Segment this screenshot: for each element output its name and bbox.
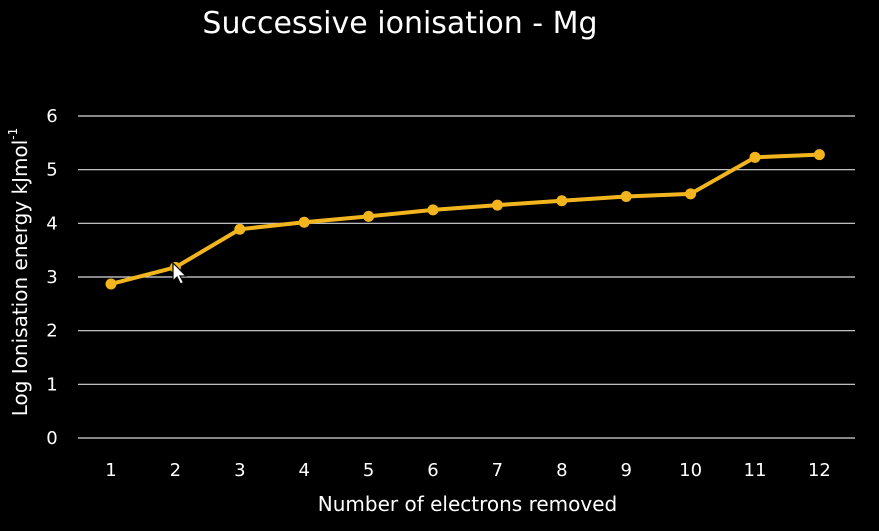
data-point — [491, 199, 503, 211]
data-point — [363, 210, 375, 222]
data-point — [749, 151, 761, 163]
x-tick-label: 11 — [744, 460, 767, 481]
series-line — [109, 152, 822, 286]
y-tick-label: 4 — [46, 213, 57, 234]
data-point — [620, 191, 632, 202]
y-axis-label-text: Log Ionisation energy kJmol — [8, 139, 32, 417]
data-point — [105, 278, 117, 290]
x-tick-label: 9 — [620, 460, 631, 481]
x-tick-label: 10 — [679, 460, 702, 481]
x-axis-label: Number of electrons removed — [317, 492, 618, 516]
data-point — [556, 195, 568, 207]
x-tick-label: 1 — [105, 460, 116, 481]
x-tick-label: 2 — [170, 460, 181, 481]
y-tick-label: 2 — [46, 321, 57, 342]
x-tick-label: 6 — [427, 460, 438, 481]
data-point — [685, 188, 697, 200]
y-tick-label: 0 — [46, 428, 57, 449]
y-axis-label-superscript: -1 — [6, 127, 21, 140]
y-axis-label: Log Ionisation energy kJmol-1 — [6, 127, 32, 417]
y-tick-label: 5 — [46, 160, 57, 181]
y-tick-label: 3 — [46, 267, 57, 288]
data-point — [234, 223, 246, 235]
x-tick-label: 12 — [808, 460, 831, 481]
mouse-cursor-icon — [172, 262, 188, 285]
chart-title: Successive ionisation - Mg — [202, 6, 598, 41]
data-point — [813, 149, 825, 161]
x-tick-label: 3 — [234, 460, 245, 481]
y-tick-label: 6 — [46, 106, 57, 127]
x-tick-label: 7 — [492, 460, 503, 481]
data-point — [427, 204, 439, 216]
y-tick-label: 1 — [46, 374, 57, 395]
data-point — [298, 216, 310, 228]
x-tick-label: 4 — [298, 460, 309, 481]
x-tick-label: 5 — [363, 460, 374, 481]
x-tick-label: 8 — [556, 460, 567, 481]
